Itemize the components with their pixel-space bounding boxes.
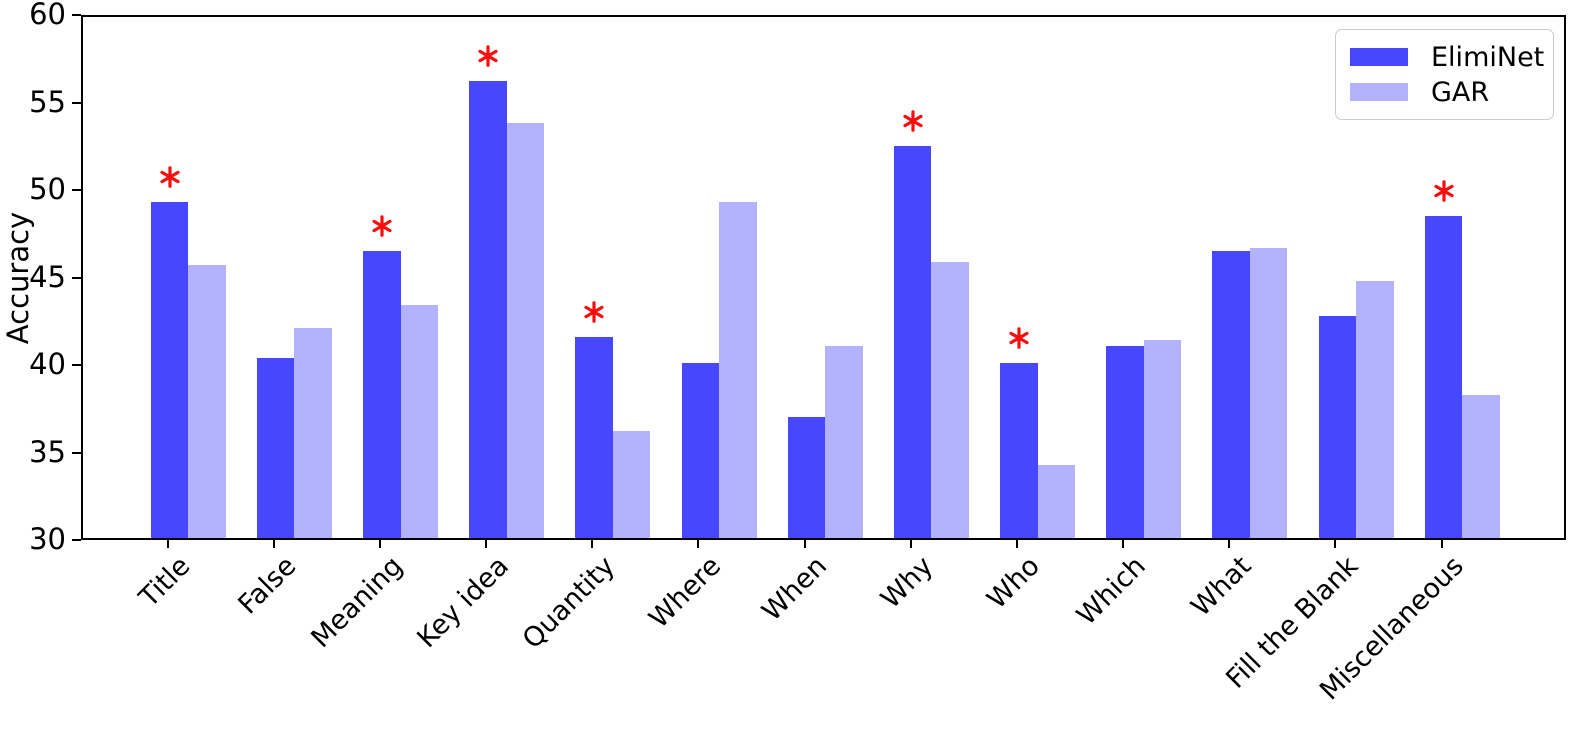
y-tick-label: 60 — [29, 0, 66, 31]
bar-gar-fill-the-blank — [1356, 280, 1394, 538]
bar-eliminet-why — [893, 146, 932, 538]
bar-eliminet-false — [256, 357, 295, 538]
x-tick-label-what: What — [1185, 550, 1258, 623]
x-tick-mark — [272, 540, 275, 548]
significance-star-icon — [1433, 180, 1454, 202]
x-tick-mark — [1228, 540, 1231, 548]
x-tick-mark — [1015, 540, 1018, 548]
y-tick-label: 50 — [29, 172, 66, 206]
x-tick-label-where: Where — [643, 550, 727, 635]
significance-star-icon — [903, 110, 923, 132]
bar-gar-title — [188, 265, 226, 538]
bar-gar-when — [825, 345, 863, 538]
significance-star-icon — [478, 45, 498, 68]
bar-gar-meaning — [400, 305, 439, 538]
bar-eliminet-title — [150, 202, 189, 538]
bar-gar-miscellaneous — [1462, 394, 1500, 538]
bar-gar-who — [1037, 464, 1076, 538]
bar-eliminet-quantity — [575, 336, 613, 538]
y-tick-label: 40 — [29, 347, 66, 381]
x-tick-mark — [1334, 540, 1337, 548]
y-tick-mark — [72, 539, 81, 541]
y-tick-label: 55 — [29, 84, 66, 119]
x-tick-label-meaning: Meaning — [304, 550, 409, 655]
y-tick-mark — [72, 276, 81, 279]
bar-gar-quantity — [612, 431, 651, 538]
x-tick-mark — [591, 540, 594, 548]
bar-eliminet-where — [681, 363, 720, 538]
legend-item-gar: GAR — [1350, 77, 1539, 107]
y-tick-mark — [72, 189, 81, 191]
significance-star-icon — [1009, 327, 1029, 349]
x-tick-mark — [1440, 540, 1443, 548]
y-tick-label: 45 — [29, 259, 66, 294]
x-tick-label-which: Which — [1070, 550, 1152, 632]
y-tick-mark — [72, 451, 81, 454]
x-tick-label-who: Who — [980, 550, 1046, 616]
x-tick-label-title: Title — [133, 550, 197, 614]
bar-eliminet-which — [1106, 345, 1144, 538]
x-tick-mark — [166, 540, 169, 548]
significance-star-icon — [372, 215, 392, 237]
legend-label-gar: GAR — [1431, 76, 1490, 108]
y-tick-mark — [72, 364, 81, 366]
x-tick-label-why: Why — [875, 550, 940, 615]
legend-item-eliminet: ElimiNet — [1350, 42, 1544, 72]
y-tick-label: 35 — [29, 434, 66, 469]
x-tick-mark — [909, 540, 912, 548]
x-tick-label-key-idea: Key idea — [411, 550, 515, 655]
x-tick-mark — [803, 540, 806, 548]
bar-gar-which — [1143, 340, 1182, 538]
bar-gar-where — [719, 202, 757, 538]
legend-label-eliminet: ElimiNet — [1431, 41, 1545, 73]
legend-swatch-gar — [1350, 83, 1408, 101]
x-tick-label-false: False — [232, 550, 303, 621]
x-tick-label-when: When — [756, 550, 834, 628]
y-tick-mark — [72, 14, 81, 16]
bar-gar-why — [931, 261, 969, 538]
bar-eliminet-what — [1212, 251, 1250, 538]
x-tick-mark — [378, 540, 381, 548]
x-tick-label-quantity: Quantity — [516, 550, 621, 656]
bar-gar-key-idea — [506, 123, 545, 538]
x-tick-mark — [697, 540, 700, 548]
x-tick-mark — [1122, 540, 1125, 548]
x-tick-mark — [485, 540, 487, 548]
significance-star-icon — [159, 166, 180, 188]
bar-eliminet-key-idea — [469, 81, 507, 538]
plot-area — [81, 15, 1566, 540]
bar-gar-what — [1249, 247, 1288, 538]
bar-eliminet-who — [1000, 363, 1038, 538]
bar-eliminet-when — [787, 417, 826, 538]
bar-eliminet-meaning — [363, 251, 401, 538]
significance-star-icon — [584, 300, 604, 323]
bar-eliminet-fill-the-blank — [1318, 315, 1357, 538]
bar-gar-false — [294, 328, 332, 538]
bar-eliminet-miscellaneous — [1424, 216, 1463, 538]
y-tick-label: 30 — [29, 522, 66, 556]
legend: ElimiNet GAR — [1335, 29, 1554, 120]
legend-swatch-eliminet — [1350, 48, 1408, 66]
y-tick-mark — [72, 101, 81, 104]
